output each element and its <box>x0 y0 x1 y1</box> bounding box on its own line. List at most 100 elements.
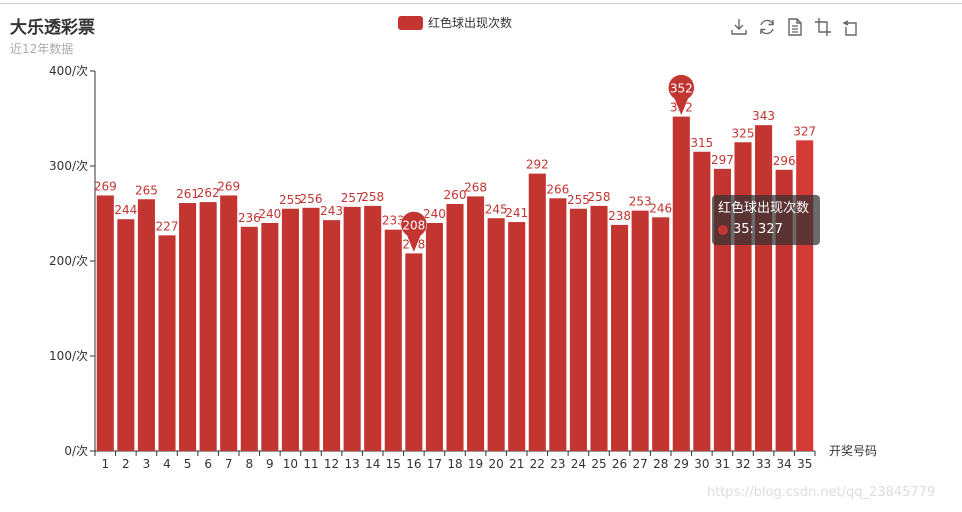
x-tick-label: 9 <box>266 457 274 471</box>
bar <box>96 195 114 451</box>
bar <box>467 196 485 451</box>
legend-item[interactable]: 红色球出现次数 <box>398 14 512 31</box>
data-label: 246 <box>649 201 672 215</box>
bar <box>528 173 546 451</box>
data-label: 240 <box>423 207 446 221</box>
bar <box>549 198 567 451</box>
data-label: 268 <box>464 180 487 194</box>
data-label: 255 <box>567 193 590 207</box>
y-axis: 0/次 100/次 200/次 300/次 400/次 <box>49 64 96 458</box>
mark-points: 352 208 <box>400 74 695 254</box>
x-tick-label: 2 <box>122 457 130 471</box>
x-tick-label: 22 <box>530 457 545 471</box>
data-label: 257 <box>341 191 364 205</box>
bar <box>693 151 711 451</box>
data-label: 236 <box>238 211 261 225</box>
tooltip: 红色球出现次数 35: 327 <box>712 195 820 245</box>
bar <box>220 195 238 451</box>
bar <box>179 203 197 451</box>
bar <box>261 223 279 451</box>
data-label: 258 <box>361 190 384 204</box>
x-tick-label: 28 <box>653 457 668 471</box>
data-label: 325 <box>732 126 755 140</box>
data-label: 253 <box>629 195 652 209</box>
data-label: 227 <box>156 219 179 233</box>
tooltip-series-name: 红色球出现次数 <box>718 201 810 216</box>
data-label: 261 <box>176 187 199 201</box>
bar <box>117 219 135 451</box>
tooltip-row: 35: 327 <box>718 221 814 239</box>
bar <box>343 206 361 451</box>
data-view-icon[interactable] <box>786 17 804 37</box>
x-tick-label: 32 <box>735 457 750 471</box>
x-tick-label: 4 <box>163 457 171 471</box>
save-as-image-icon[interactable] <box>730 17 748 37</box>
data-label: 260 <box>444 188 467 202</box>
x-tick-label: 21 <box>509 457 524 471</box>
data-label: 240 <box>258 207 281 221</box>
data-zoom-icon[interactable] <box>814 17 832 37</box>
x-tick-label: 34 <box>777 457 792 471</box>
watermark: https://blog.csdn.net/qq_23845779 <box>707 485 936 500</box>
toolbox <box>730 17 870 37</box>
x-tick-label: 33 <box>756 457 771 471</box>
x-tick-label: 11 <box>303 457 318 471</box>
y-tick-label: 100/次 <box>49 349 88 363</box>
legend-swatch <box>398 15 423 30</box>
x-tick-label: 24 <box>571 457 586 471</box>
chart-title: 大乐透彩票 <box>10 18 95 38</box>
mark-point-pin <box>400 211 428 254</box>
data-label: 241 <box>505 206 528 220</box>
x-tick-label: 26 <box>612 457 627 471</box>
bar <box>281 208 299 451</box>
x-tick-label: 12 <box>324 457 339 471</box>
bar <box>158 235 176 451</box>
bar <box>137 199 155 451</box>
bar <box>199 202 217 451</box>
x-tick-label: 7 <box>225 457 233 471</box>
data-label: 265 <box>135 183 158 197</box>
bar <box>611 224 629 451</box>
x-tick-label: 29 <box>674 457 689 471</box>
x-tick-label: 13 <box>345 457 360 471</box>
data-label: 266 <box>546 182 569 196</box>
restore-icon[interactable] <box>758 17 776 37</box>
x-tick-label: 18 <box>447 457 462 471</box>
bar-series <box>96 116 814 452</box>
chart-subtitle: 近12年数据 <box>10 42 74 56</box>
data-label: 297 <box>711 153 734 167</box>
bar <box>652 217 670 451</box>
x-tick-label: 5 <box>184 457 192 471</box>
tooltip-color-dot <box>718 225 728 235</box>
bar <box>323 220 341 451</box>
data-label: 258 <box>588 190 611 204</box>
data-label: 244 <box>114 203 137 217</box>
bar <box>734 142 752 451</box>
data-label: 243 <box>320 204 343 218</box>
bar <box>240 226 258 451</box>
x-tick-label: 1 <box>101 457 109 471</box>
bar <box>425 223 443 451</box>
x-tick-label: 23 <box>550 457 565 471</box>
x-axis-label: 开奖号码 <box>829 444 877 458</box>
top-divider <box>0 3 962 4</box>
y-tick-label: 300/次 <box>49 159 88 173</box>
data-label: 233 <box>382 214 405 228</box>
bar <box>631 210 649 451</box>
bar <box>487 218 505 451</box>
bar <box>384 229 402 451</box>
legend-label: 红色球出现次数 <box>428 16 513 30</box>
bar <box>446 204 464 451</box>
data-labels: 2692442652272612622692362402552562432572… <box>94 101 816 252</box>
data-label: 262 <box>197 186 220 200</box>
y-tick-label: 200/次 <box>49 254 88 268</box>
x-tick-label: 6 <box>204 457 212 471</box>
data-label: 315 <box>690 136 713 150</box>
data-zoom-back-icon[interactable] <box>842 17 860 37</box>
data-label: 343 <box>752 109 775 123</box>
bar <box>569 208 587 451</box>
mark-point-label: 352 <box>670 82 693 96</box>
x-tick-label: 20 <box>489 457 504 471</box>
x-tick-label: 3 <box>143 457 151 471</box>
x-tick-label: 17 <box>427 457 442 471</box>
